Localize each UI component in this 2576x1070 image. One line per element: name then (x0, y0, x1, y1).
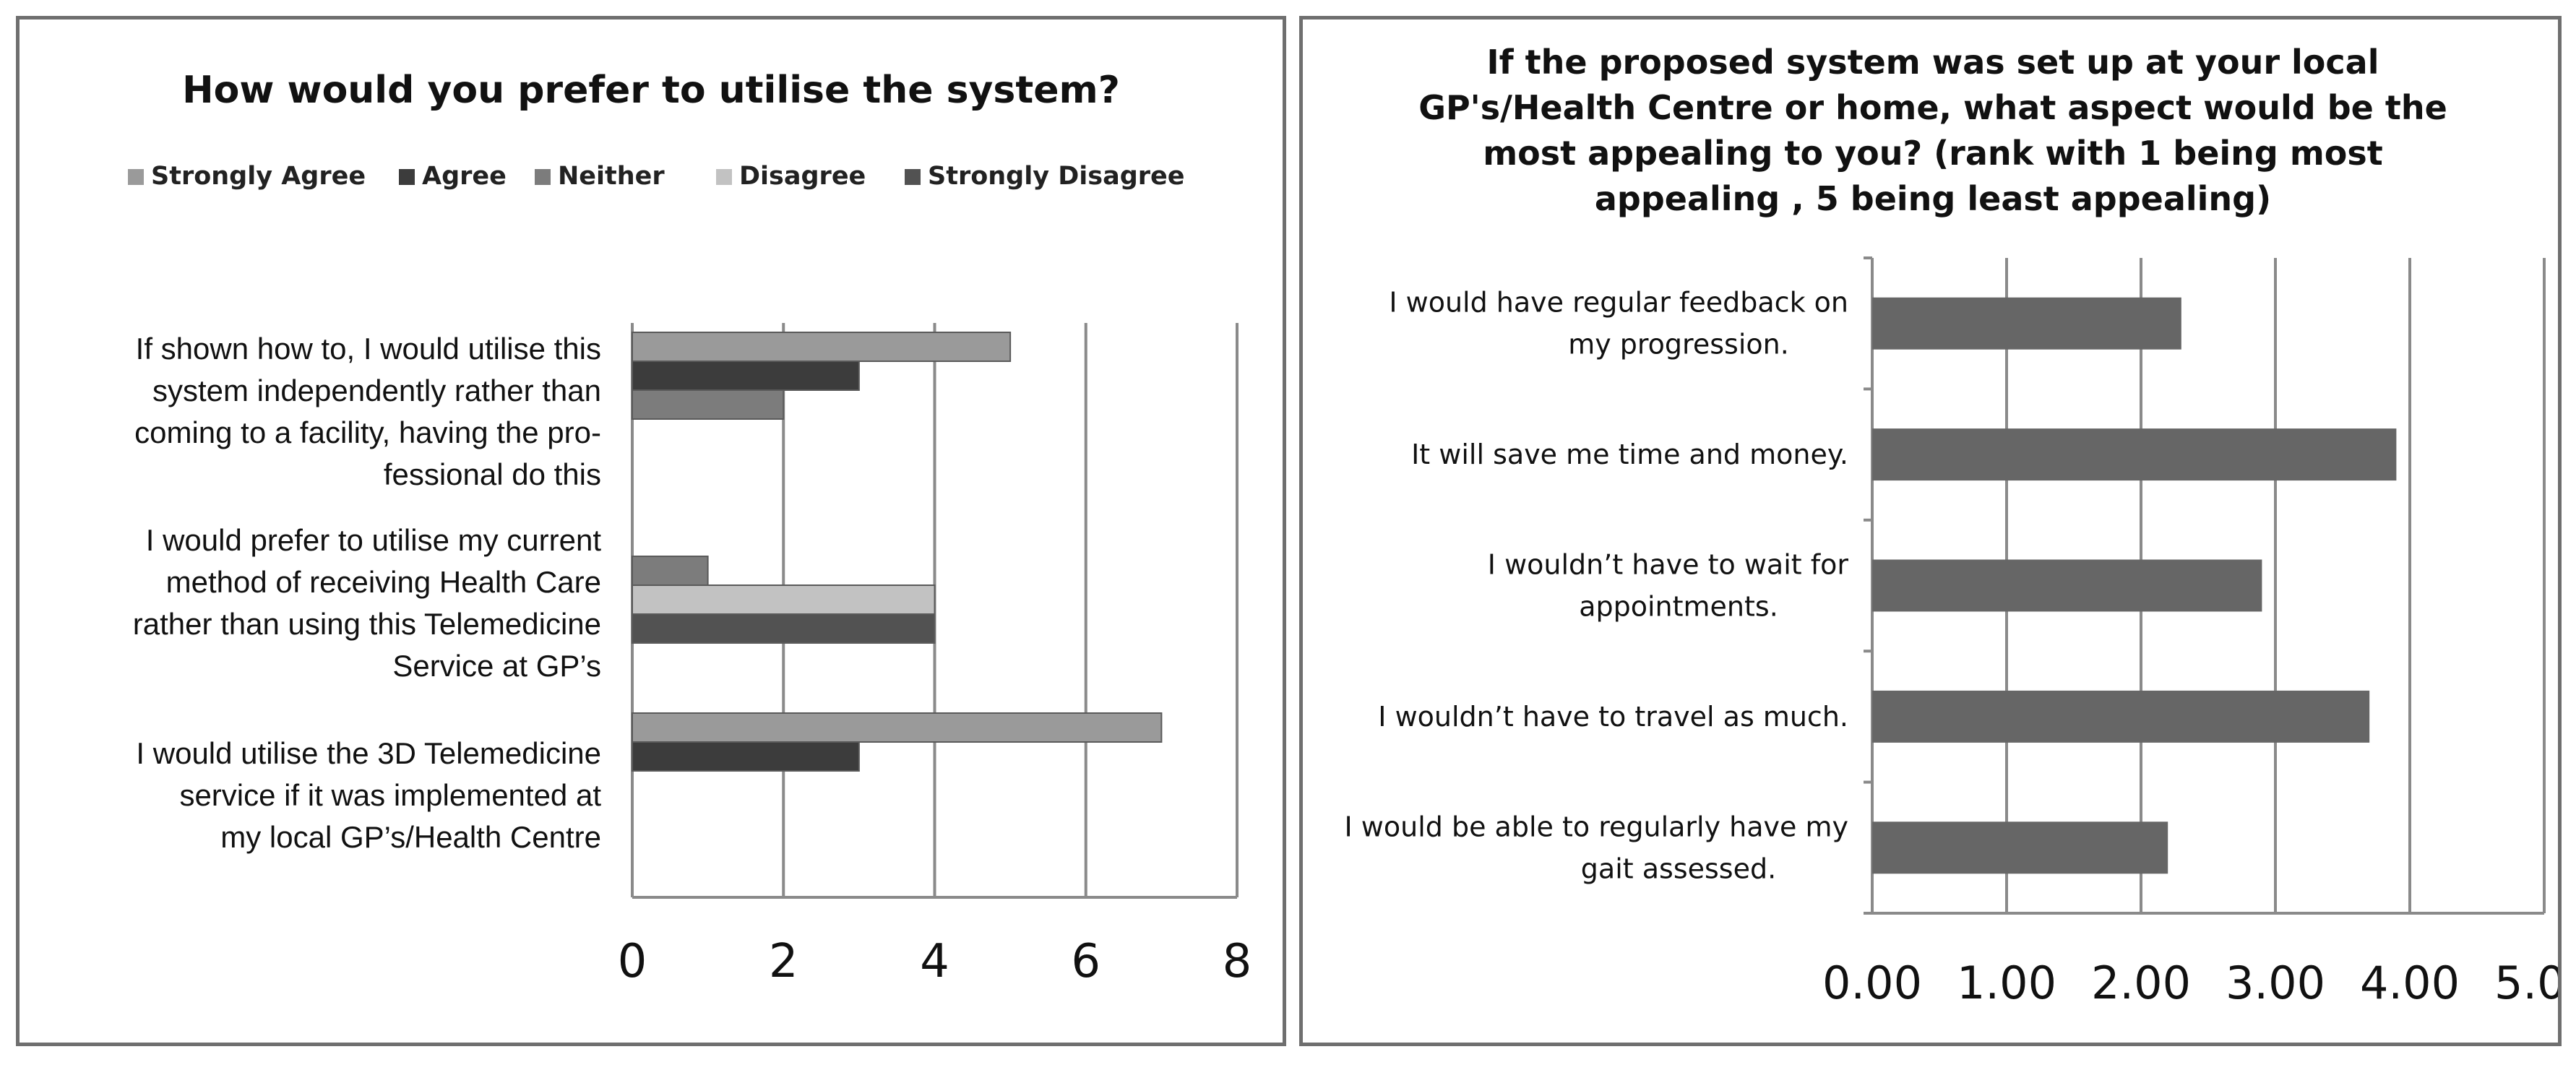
bar-0 (1872, 297, 2181, 350)
category-label-1-3: Service at GP’s (392, 649, 601, 683)
legend-swatch-2 (535, 169, 551, 185)
chart-preference-svg: How would you prefer to utilise the syst… (128, 69, 1252, 988)
bar-1 (1872, 428, 2397, 481)
category-label-2-1: service if it was implemented at (179, 778, 601, 812)
category-label-4-1: gait assessed. (1581, 853, 1776, 884)
category-label-2-1: appointments. (1579, 591, 1778, 623)
x-tick-label-0: 0 (618, 935, 647, 988)
bar-1-4 (632, 613, 936, 644)
x-tick-label-2: 2.00 (2091, 957, 2191, 1009)
category-label-1-0: I would prefer to utilise my current (146, 523, 602, 557)
category-label-2-2: my local GP’s/Health Centre (220, 820, 601, 854)
legend-label-2: Neither (558, 162, 665, 191)
bar-4 (1872, 821, 2168, 874)
category-label-0-3: fessional do this (384, 457, 601, 491)
legend-label-4: Strongly Disagree (928, 162, 1185, 191)
chart-panel-appeal: If the proposed system was set up at you… (1299, 16, 2562, 1046)
bar-2-0 (632, 712, 1163, 743)
x-tick-label-5: 5.00 (2494, 957, 2558, 1009)
x-tick-label-4: 4.00 (2360, 957, 2460, 1009)
legend-swatch-1 (399, 169, 415, 185)
x-tick-label-3: 3.00 (2226, 957, 2325, 1009)
chart-title-line-3: appealing , 5 being least appealing) (1595, 179, 2271, 218)
x-tick-label-4: 8 (1223, 935, 1252, 988)
bar-2 (1872, 559, 2262, 612)
category-label-0-2: coming to a facility, having the pro- (134, 415, 601, 449)
bar-0-1 (632, 361, 860, 391)
legend-swatch-4 (905, 169, 921, 185)
category-label-0-0: I would have regular feedback on (1389, 287, 1848, 319)
x-tick-label-1: 1.00 (1957, 957, 2056, 1009)
category-label-3-0: I wouldn’t have to travel as much. (1378, 701, 1848, 733)
bar-3 (1872, 690, 2370, 743)
category-label-0-1: system independently rather than (152, 374, 601, 407)
legend-label-3: Disagree (739, 162, 866, 191)
chart-panel-preference: How would you prefer to utilise the syst… (16, 16, 1286, 1046)
category-label-2-0: I would utilise the 3D Telemedicine (136, 736, 601, 770)
bar-0-2 (632, 389, 785, 420)
bar-1-3 (632, 584, 936, 615)
category-label-0-0: If shown how to, I would utilise this (136, 332, 601, 366)
legend-label-0: Strongly Agree (151, 162, 366, 191)
legend-label-1: Agree (422, 162, 507, 191)
chart-appeal-svg: If the proposed system was set up at you… (1345, 43, 2558, 1009)
category-label-4-0: I would be able to regularly have my (1345, 811, 1848, 842)
bar-0-0 (632, 332, 1012, 362)
chart-title: How would you prefer to utilise the syst… (182, 69, 1120, 112)
chart-title-line-2: most appealing to you? (rank with 1 bein… (1483, 134, 2383, 173)
category-label-2-0: I wouldn’t have to wait for (1488, 549, 1849, 581)
x-tick-label-2: 4 (920, 935, 949, 988)
x-tick-label-3: 6 (1071, 935, 1100, 988)
legend-swatch-0 (128, 169, 144, 185)
category-label-0-1: my progression. (1568, 329, 1789, 361)
chart-title-line-1: GP's/Health Centre or home, what aspect … (1418, 88, 2447, 127)
bar-1-2 (632, 556, 709, 586)
x-tick-label-0: 0.00 (1822, 957, 1922, 1009)
x-tick-label-1: 2 (769, 935, 798, 988)
bar-2-1 (632, 741, 860, 772)
category-label-1-0: It will save me time and money. (1411, 439, 1848, 470)
legend-swatch-3 (716, 169, 732, 185)
category-label-1-1: method of receiving Health Care (166, 565, 601, 599)
category-label-1-2: rather than using this Telemedicine (133, 607, 601, 641)
chart-title-line-0: If the proposed system was set up at you… (1487, 43, 2379, 82)
